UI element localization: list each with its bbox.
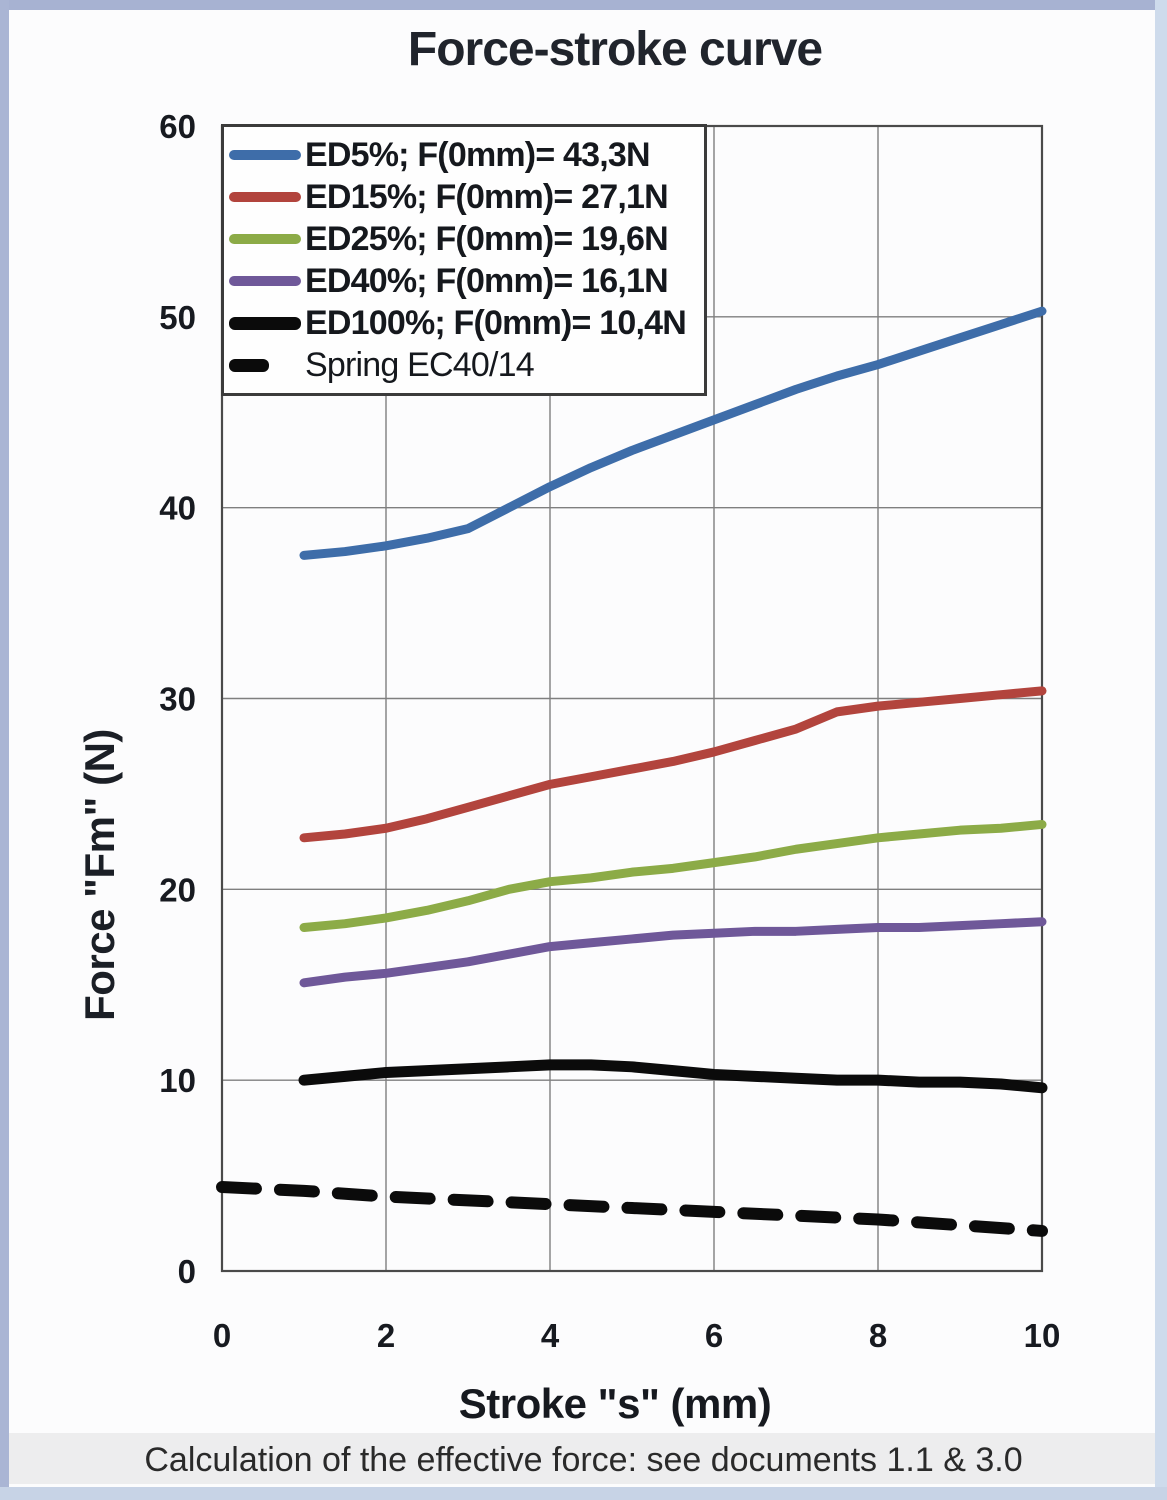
page-border-left — [0, 0, 9, 1500]
x-tick-label: 4 — [541, 1317, 560, 1354]
legend-swatch-box — [229, 316, 305, 330]
legend-label: ED5%; F(0mm)= 43,3N — [305, 135, 651, 174]
y-tick-label: 60 — [159, 108, 196, 145]
legend-swatch-box — [229, 276, 305, 286]
series-line-0 — [299, 306, 1047, 560]
legend-item: ED5%; F(0mm)= 43,3N — [229, 134, 700, 176]
legend-line-swatch — [229, 276, 301, 286]
series-line-3 — [299, 917, 1047, 988]
caption-text: Calculation of the effective force: see … — [144, 1441, 1023, 1479]
caption-band — [9, 1433, 1155, 1484]
page-border-bottom — [0, 1487, 1167, 1500]
x-tick-label: 10 — [1024, 1317, 1061, 1354]
legend-swatch-box — [229, 192, 305, 202]
axis-tick-labels: 0 10 20 30 40 50 60 0 2 4 6 8 10 — [159, 108, 1060, 1354]
legend-dash-swatch — [229, 358, 269, 372]
legend-swatch-box — [229, 234, 305, 244]
legend-label: ED25%; F(0mm)= 19,6N — [305, 219, 669, 258]
legend-label: ED15%; F(0mm)= 27,1N — [305, 177, 669, 216]
legend-line-swatch — [229, 234, 301, 244]
y-tick-label: 30 — [159, 681, 196, 718]
legend-line-swatch — [229, 316, 301, 330]
x-tick-label: 2 — [377, 1317, 395, 1354]
series-line-5 — [216, 1181, 1048, 1237]
y-axis-label: Force "Fm" (N) — [76, 729, 123, 1021]
data-series-lines — [216, 306, 1048, 1237]
series-line-1 — [299, 686, 1047, 843]
page-border-top — [0, 0, 1167, 10]
legend-item: ED100%; F(0mm)= 10,4N — [229, 302, 700, 344]
series-line-4 — [298, 1059, 1048, 1094]
legend-swatch-box — [229, 150, 305, 160]
legend-label: Spring EC40/14 — [305, 345, 535, 384]
legend-line-swatch — [229, 192, 301, 202]
legend-item: ED15%; F(0mm)= 27,1N — [229, 176, 700, 218]
x-axis-label: Stroke "s" (mm) — [458, 1380, 772, 1427]
page-border-right — [1155, 0, 1167, 1500]
x-tick-label: 8 — [869, 1317, 887, 1354]
legend-label: ED40%; F(0mm)= 16,1N — [305, 261, 669, 300]
legend-swatch-box — [229, 358, 305, 372]
y-tick-label: 0 — [178, 1253, 196, 1290]
legend-item: ED25%; F(0mm)= 19,6N — [229, 218, 700, 260]
y-tick-label: 10 — [159, 1062, 196, 1099]
x-tick-label: 6 — [705, 1317, 723, 1354]
legend-box: ED5%; F(0mm)= 43,3N ED15%; F(0mm)= 27,1N E… — [221, 124, 707, 396]
chart-title: Force-stroke curve — [407, 23, 823, 76]
legend-item: ED40%; F(0mm)= 16,1N — [229, 260, 700, 302]
legend-item: Spring EC40/14 — [229, 344, 700, 386]
legend-line-swatch — [229, 150, 301, 160]
y-tick-label: 20 — [159, 871, 196, 908]
y-tick-label: 50 — [159, 299, 196, 336]
series-line-2 — [299, 819, 1047, 932]
legend-label: ED100%; F(0mm)= 10,4N — [305, 303, 687, 342]
x-tick-label: 0 — [213, 1317, 231, 1354]
y-tick-label: 40 — [159, 490, 196, 527]
